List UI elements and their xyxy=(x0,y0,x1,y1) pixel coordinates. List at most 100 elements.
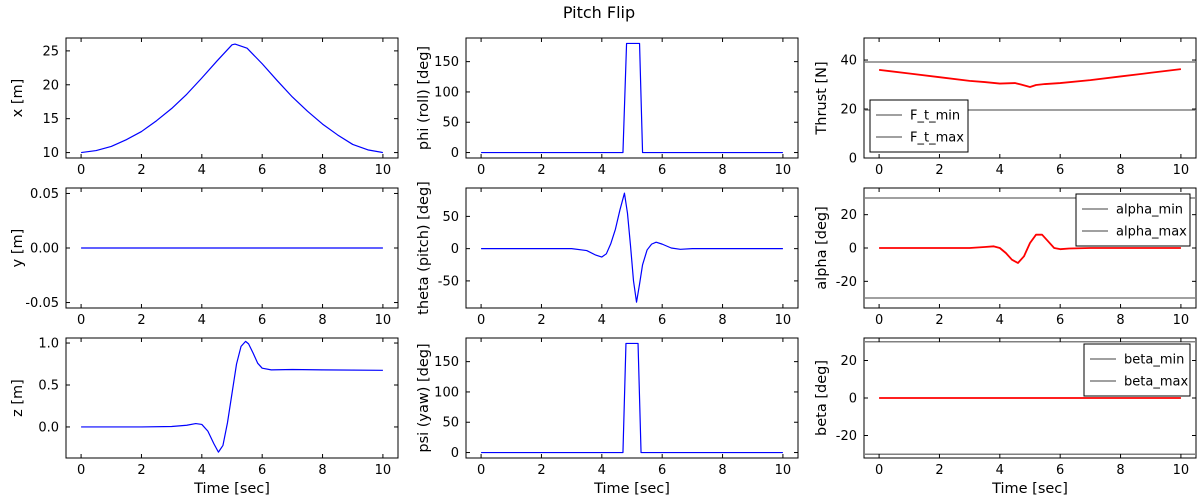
y-tick-label: -20 xyxy=(836,275,857,290)
x-tick-label: 6 xyxy=(1056,313,1064,328)
x-tick-label: 10 xyxy=(375,463,392,478)
x-tick-label: 4 xyxy=(198,463,206,478)
x-tick-label: 2 xyxy=(935,163,943,178)
x-tick-label: 2 xyxy=(137,163,145,178)
y-tick-label: 20 xyxy=(840,208,857,223)
y-tick-label: 15 xyxy=(42,112,59,127)
y-tick-label: -50 xyxy=(438,274,459,289)
y-tick-label: 0.00 xyxy=(30,242,59,257)
x-axis-label: Time [sec] xyxy=(193,481,270,497)
subplot-y: 0 2 4 6 8 10 -0.05 0.00 0.05 y [m] xyxy=(10,187,399,328)
y-tick-label: 150 xyxy=(434,55,459,70)
series-line-psi xyxy=(481,342,783,454)
x-axis-label: Time [sec] xyxy=(991,481,1068,497)
subplot-theta: 0 2 4 6 8 10 -50 0 50 theta (pitch) [deg] xyxy=(416,181,799,328)
x-tick-label: 8 xyxy=(718,463,726,478)
legend-label: beta_max xyxy=(1124,375,1188,390)
axes-frame xyxy=(65,37,399,159)
y-tick-label: 25 xyxy=(42,44,59,59)
x-tick-label: 10 xyxy=(375,163,392,178)
y-axis-label: y [m] xyxy=(10,229,26,268)
x-tick-label: 4 xyxy=(996,463,1004,478)
y-tick-label: 0.0 xyxy=(38,420,59,435)
x-tick-label: 10 xyxy=(375,313,392,328)
x-tick-label: 2 xyxy=(935,313,943,328)
y-axis-label: beta [deg] xyxy=(814,360,830,436)
x-tick-label: 6 xyxy=(1056,163,1064,178)
legend-box xyxy=(1083,343,1191,397)
x-tick-label: 6 xyxy=(1056,463,1064,478)
x-tick-label: 8 xyxy=(1116,163,1124,178)
x-tick-label: 10 xyxy=(775,313,792,328)
x-tick-label: 4 xyxy=(598,163,606,178)
y-axis-label: Thrust [N] xyxy=(814,61,830,135)
y-tick-label: 50 xyxy=(442,416,459,431)
y-tick-label: 0 xyxy=(849,152,857,167)
x-tick-label: 8 xyxy=(318,463,326,478)
x-tick-label: 8 xyxy=(1116,313,1124,328)
y-tick-label: 0.5 xyxy=(38,378,59,393)
x-axis-label: Time [sec] xyxy=(593,481,670,497)
y-tick-label: 0 xyxy=(451,446,459,461)
legend: F_t_min F_t_max xyxy=(869,99,969,153)
subplot-beta: 0 2 4 6 8 10 -20 0 20 beta [deg] Time [sec] beta_mi… xyxy=(814,337,1197,497)
series-line-x xyxy=(81,43,384,154)
x-tick-label: 4 xyxy=(598,313,606,328)
subplot-x: 0 2 4 6 8 10 10 15 20 25 x [m] xyxy=(10,37,399,178)
y-tick-label: 100 xyxy=(434,85,459,100)
x-tick-label: 0 xyxy=(77,463,85,478)
x-tick-label: 4 xyxy=(996,163,1004,178)
y-tick-label: 50 xyxy=(442,210,459,225)
x-tick-label: 4 xyxy=(996,313,1004,328)
legend: alpha_min alpha_max xyxy=(1075,193,1191,247)
legend-label: F_t_max xyxy=(910,131,964,146)
x-tick-label: 8 xyxy=(718,313,726,328)
y-tick-label: 0 xyxy=(849,242,857,257)
x-tick-label: 0 xyxy=(477,463,485,478)
x-tick-label: 6 xyxy=(258,313,266,328)
series-line-phi xyxy=(481,42,783,154)
y-tick-label: 20 xyxy=(42,78,59,93)
legend-box xyxy=(1075,193,1191,247)
x-tick-label: 6 xyxy=(258,163,266,178)
y-tick-label: 0 xyxy=(451,146,459,161)
x-tick-label: 10 xyxy=(1173,463,1190,478)
y-tick-label: 0.05 xyxy=(30,187,59,202)
x-tick-label: 8 xyxy=(718,163,726,178)
x-tick-label: 2 xyxy=(137,313,145,328)
y-tick-label: 20 xyxy=(840,354,857,369)
x-tick-label: 2 xyxy=(137,463,145,478)
x-tick-label: 4 xyxy=(598,463,606,478)
x-tick-label: 6 xyxy=(658,163,666,178)
x-tick-label: 8 xyxy=(1116,463,1124,478)
x-tick-label: 0 xyxy=(875,463,883,478)
x-tick-label: 10 xyxy=(775,163,792,178)
x-tick-label: 4 xyxy=(198,313,206,328)
series-line-z xyxy=(81,340,383,453)
y-axis-label: x [m] xyxy=(10,79,26,118)
axes-frame xyxy=(65,337,399,459)
x-tick-label: 0 xyxy=(477,313,485,328)
series-line-thrust xyxy=(878,68,1182,88)
legend: beta_min beta_max xyxy=(1083,343,1191,397)
x-tick-label: 0 xyxy=(477,163,485,178)
y-tick-label: 0 xyxy=(849,392,857,407)
x-tick-label: 0 xyxy=(875,163,883,178)
x-tick-label: 10 xyxy=(1173,163,1190,178)
legend-label: alpha_max xyxy=(1116,225,1187,240)
x-tick-label: 0 xyxy=(77,163,85,178)
x-tick-label: 2 xyxy=(537,463,545,478)
y-tick-label: 100 xyxy=(434,385,459,400)
legend-box xyxy=(869,99,969,153)
x-tick-label: 0 xyxy=(875,313,883,328)
y-tick-label: 40 xyxy=(840,54,857,69)
axes-frame xyxy=(863,37,1197,159)
x-tick-label: 6 xyxy=(658,313,666,328)
x-tick-label: 0 xyxy=(77,313,85,328)
axes-frame xyxy=(465,337,799,459)
x-tick-label: 6 xyxy=(658,463,666,478)
